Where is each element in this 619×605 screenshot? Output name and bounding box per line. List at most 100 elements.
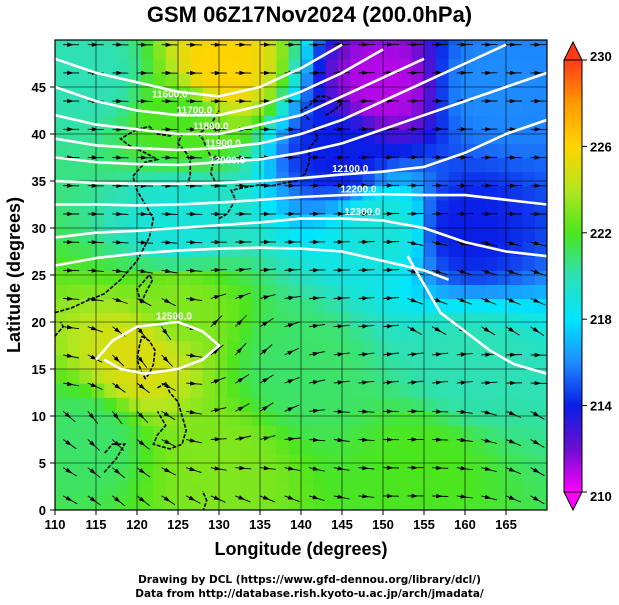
streamline-arrowhead (460, 127, 468, 132)
streamline-arrowhead (436, 98, 443, 104)
streamline-arrowhead (510, 183, 517, 188)
streamline-arrowhead (237, 406, 245, 412)
streamline-arrowhead (362, 380, 369, 385)
streamline-arrowhead (287, 350, 295, 356)
streamline-arrowhead (508, 467, 516, 472)
streamline-arrowhead (116, 268, 123, 273)
streamline-arrowhead (411, 352, 418, 357)
streamline-arrowhead (362, 155, 369, 160)
streamline-arrowhead (165, 268, 172, 274)
coastline-segment (136, 273, 154, 304)
streamline-arrowhead (337, 211, 345, 216)
streamline-arrowhead (459, 297, 467, 303)
streamline-arrowhead (460, 70, 468, 75)
streamline-arrowhead (212, 319, 219, 326)
streamline-arrowhead (337, 155, 345, 160)
streamline-arrowhead (264, 42, 271, 47)
streamline-arrowhead (387, 465, 394, 470)
streamline-arrowhead (386, 155, 394, 160)
streamline-arrowhead (91, 211, 99, 217)
streamline-arrowhead (411, 127, 419, 132)
streamline-arrowhead (239, 70, 246, 76)
height-contour-line (55, 48, 384, 117)
streamline-arrowhead (236, 347, 243, 354)
streamline-arrowhead (164, 298, 171, 304)
coastline-segment (136, 335, 156, 380)
streamline-arrowhead (312, 323, 320, 329)
colorbar-label: 222 (590, 226, 612, 241)
streamline-arrowhead (67, 239, 74, 245)
streamline-arrowhead (460, 42, 468, 47)
streamline-arrowhead (460, 352, 468, 357)
streamline-arrowhead (65, 467, 73, 474)
streamline-arrowhead (362, 183, 369, 188)
contour-label: 12000.0 (209, 155, 246, 166)
streamline-arrowhead (65, 440, 72, 446)
streamline-arrowhead (287, 323, 295, 328)
height-contour-line (406, 255, 547, 375)
streamline-arrowhead (362, 267, 369, 273)
x-tick-label: 165 (495, 517, 517, 532)
colorbar-label: 210 (590, 489, 612, 504)
streamline-arrowhead (484, 438, 492, 443)
streamline-arrowhead (534, 211, 542, 217)
streamline-arrowhead (484, 466, 492, 471)
streamline-arrowhead (411, 211, 419, 216)
streamline-arrowhead (533, 496, 540, 502)
x-tick-label: 125 (167, 517, 189, 532)
streamline-arrowhead (510, 127, 517, 132)
streamline-arrowhead (484, 494, 492, 499)
x-tick-label: 115 (86, 517, 107, 532)
streamline-arrowhead (138, 440, 146, 446)
streamline-arrowhead (460, 494, 468, 499)
streamline-arrowhead (114, 383, 121, 390)
streamline-arrowhead (362, 296, 369, 301)
streamline-arrowhead (114, 496, 121, 503)
streamline-arrowhead (435, 240, 443, 246)
streamline-arrowhead (214, 437, 222, 442)
streamline-arrowhead (510, 155, 517, 160)
streamline-arrowhead (91, 155, 99, 160)
streamline-arrowhead (313, 211, 320, 217)
streamline-arrowhead (214, 42, 222, 47)
streamline-arrowhead (139, 468, 146, 474)
streamline-arrowhead (436, 127, 443, 132)
streamline-arrowhead (337, 466, 345, 471)
streamline-arrowhead (236, 319, 243, 326)
streamline-arrowhead (288, 436, 296, 442)
streamline-arrowhead (90, 326, 98, 331)
streamline-arrowhead (312, 495, 320, 500)
streamline-arrowhead (91, 127, 99, 132)
streamline-arrowhead (67, 183, 74, 188)
streamline-arrowhead (485, 352, 492, 357)
y-tick-label: 10 (32, 409, 46, 424)
streamline-arrowhead (313, 183, 320, 188)
streamline-arrowhead (66, 325, 74, 330)
streamline-arrowhead (239, 98, 246, 104)
streamline-arrowhead (262, 321, 269, 327)
streamline-arrowhead (288, 211, 296, 217)
streamline-arrowhead (533, 241, 541, 246)
streamline-arrowhead (362, 42, 369, 47)
streamline-arrowhead (313, 70, 320, 76)
streamline-arrowhead (435, 380, 443, 385)
streamline-arrowhead (190, 127, 197, 132)
credit-drawing: Drawing by DCL (https://www.gfd-dennou.o… (138, 574, 481, 586)
streamline-arrowhead (140, 268, 148, 274)
coastline-segment (152, 381, 188, 450)
streamline-arrowhead (534, 352, 542, 358)
wind-streamlines (62, 42, 547, 507)
streamline-arrowhead (362, 127, 369, 132)
streamline-arrowhead (508, 410, 516, 416)
y-tick-label: 30 (32, 221, 46, 236)
colorbar-label: 226 (590, 139, 612, 154)
streamline-arrowhead (534, 98, 542, 104)
streamline-arrowhead (239, 211, 246, 217)
streamline-arrowhead (485, 98, 492, 104)
streamline-arrowhead (362, 98, 369, 104)
streamline-arrowhead (508, 327, 515, 333)
contour-label: 11600.0 (152, 90, 188, 101)
streamline-arrowhead (141, 42, 148, 47)
streamline-arrowhead (460, 269, 467, 274)
streamline-arrowhead (288, 127, 296, 132)
